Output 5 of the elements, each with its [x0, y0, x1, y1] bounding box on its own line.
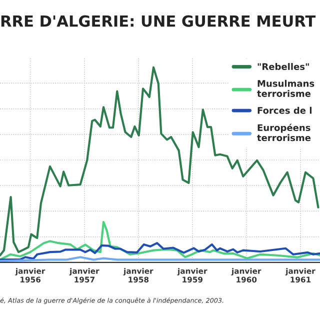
legend-label: "Rebelles": [258, 63, 309, 70]
legend-label: Musulmans terrorisme: [257, 80, 314, 97]
legend-label: Forces de l: [258, 106, 312, 114]
chart-title: RRE D'ALGERIE: UNE GUERRE MEURT: [1, 15, 316, 27]
legend-label: Européens terrorisme: [257, 124, 311, 142]
